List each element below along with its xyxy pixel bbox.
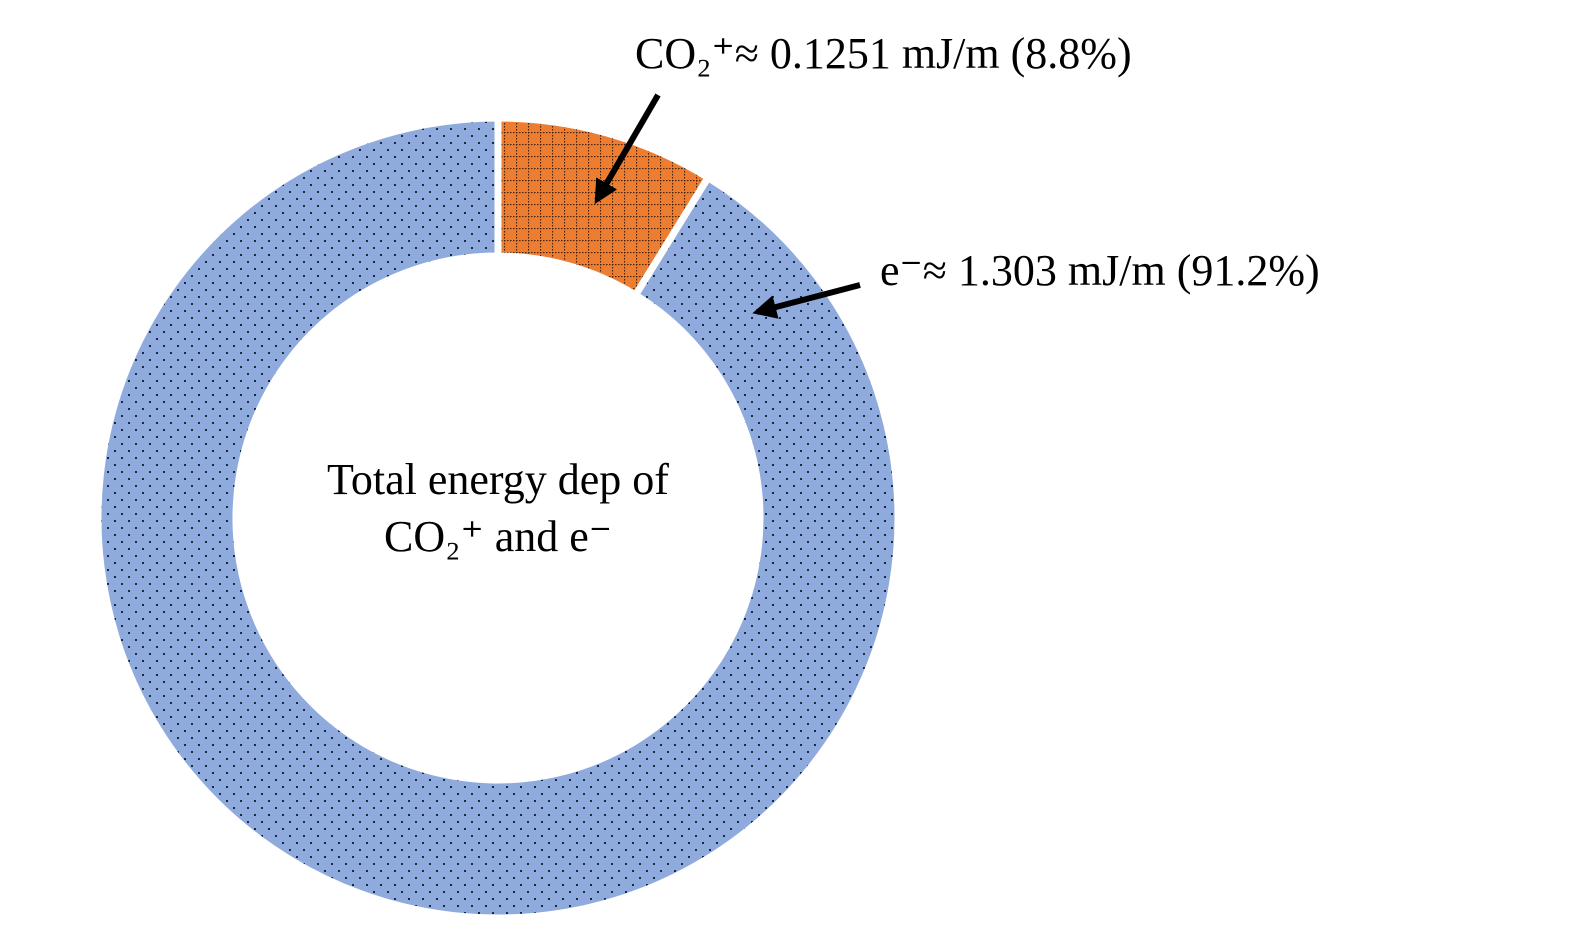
value-label: e⁻≈ 1.303 mJ/m (91.2%) bbox=[880, 246, 1320, 295]
arrow bbox=[594, 93, 661, 205]
arrow bbox=[752, 282, 861, 319]
center-label: CO₂⁺ and e⁻ bbox=[384, 512, 612, 561]
value-label: CO₂⁺≈ 0.1251 mJ/m (8.8%) bbox=[635, 29, 1132, 78]
slices bbox=[94, 114, 902, 922]
donut-slice bbox=[94, 114, 902, 922]
center-label: Total energy dep of bbox=[327, 455, 669, 504]
